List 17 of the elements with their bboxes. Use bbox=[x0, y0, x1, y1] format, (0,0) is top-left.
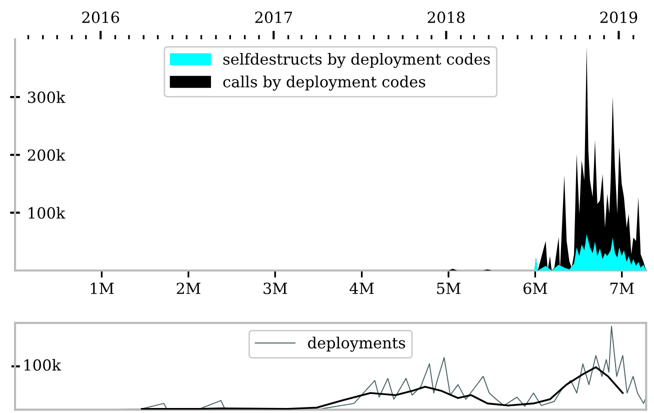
x-tick-label: 3M bbox=[264, 282, 288, 294]
y-tick-label: 300k bbox=[28, 91, 66, 104]
x2-tick-label: 2016 bbox=[82, 12, 120, 24]
x-tick-label: 6M bbox=[524, 282, 548, 294]
legend-label: calls by deployment codes bbox=[223, 76, 426, 91]
x-tick-label: 4M bbox=[350, 282, 374, 294]
x-tick-label: 5M bbox=[437, 282, 460, 294]
x2-tick-label: 2018 bbox=[428, 12, 465, 24]
x2-tick-label: 2019 bbox=[600, 12, 638, 24]
legend-label: deployments bbox=[308, 336, 406, 352]
x2-tick-label: 2017 bbox=[255, 12, 292, 24]
x-tick-label: 1M bbox=[90, 282, 114, 294]
x-tick-label: 2M bbox=[176, 282, 200, 294]
x-tick-label: 7M bbox=[610, 282, 634, 294]
y-tick-label: 100k bbox=[28, 206, 66, 219]
legend-label: selfdestructs by deployment codes bbox=[223, 52, 490, 68]
y-tick-label: 200k bbox=[28, 149, 66, 161]
